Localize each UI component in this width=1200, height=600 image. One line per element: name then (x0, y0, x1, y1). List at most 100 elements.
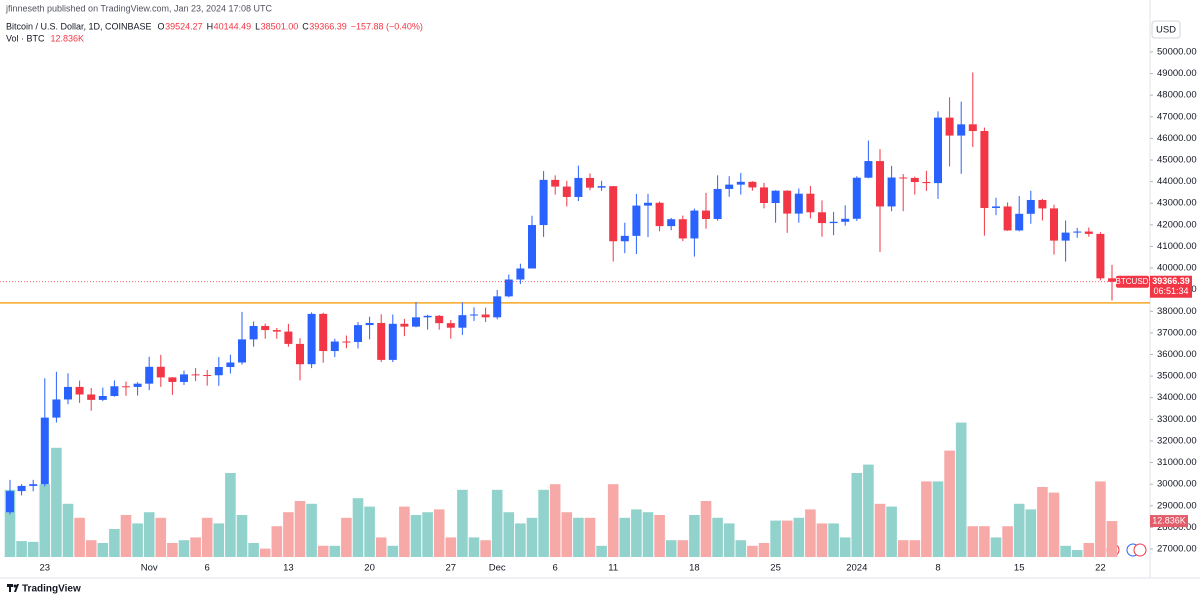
candle-body (945, 117, 954, 136)
volume-bar (213, 523, 225, 557)
candle-body (64, 386, 72, 400)
volume-bar (967, 526, 979, 557)
x-tick-label: 2024 (846, 563, 867, 574)
candle-body (29, 484, 38, 486)
candle-body (516, 268, 525, 280)
volume-bar (306, 503, 317, 557)
candle-body (539, 179, 548, 226)
candle-body (1096, 233, 1105, 279)
candle-body (98, 395, 107, 400)
candle-body (736, 181, 745, 185)
volume-bar (863, 464, 874, 557)
volume-bar (561, 512, 573, 557)
volume-bar (225, 473, 236, 557)
volume-bar (944, 450, 955, 557)
volume-bar (190, 537, 201, 557)
candle-body (330, 341, 339, 352)
volume-bar (631, 509, 642, 557)
candle-body (168, 377, 177, 382)
volume-bar (538, 489, 549, 557)
ohlc-value: 39524.27 (165, 21, 203, 31)
candle-body (261, 325, 270, 331)
candle-body (365, 322, 374, 326)
y-tick-label: 35000.00 (1157, 371, 1197, 382)
candle-body (6, 491, 14, 513)
y-tick-label: 49000.00 (1157, 68, 1197, 79)
candle-body (377, 322, 386, 360)
x-tick-label: 18 (689, 563, 700, 574)
publisher: jfinneseth published on TradingView.com,… (5, 3, 273, 13)
volume-bar (607, 484, 619, 557)
candle-body (794, 193, 803, 214)
volume-bar (816, 523, 828, 557)
volume-bar (491, 489, 503, 557)
candle-body (133, 383, 142, 387)
volume-value: 12.836K (51, 33, 85, 43)
candle-body (17, 485, 26, 492)
volume-bar (201, 517, 213, 557)
candle-body (551, 179, 560, 187)
volume-bar (979, 526, 990, 557)
candle-body (655, 202, 664, 227)
volume-bar (271, 526, 283, 557)
footer-brand[interactable]: TradingView (22, 584, 81, 595)
volume-bar (700, 501, 712, 557)
volume-bar (1002, 526, 1013, 557)
volume-bar (573, 517, 584, 557)
volume-bar (654, 515, 665, 557)
candle-body (1108, 278, 1116, 282)
change: −157.88 (−0.40%) (351, 21, 423, 31)
ohlc-value: 38501.00 (261, 21, 299, 31)
candle-body (760, 187, 768, 203)
candle-body (493, 296, 502, 318)
x-tick-label: 8 (935, 563, 940, 574)
volume-bar (480, 540, 491, 557)
volume-bar (1025, 509, 1037, 557)
candle-body (145, 366, 154, 384)
candle-body (818, 212, 826, 224)
volume-bar (433, 509, 445, 557)
candle-body (1073, 231, 1082, 233)
candle-body (238, 339, 246, 363)
ohlc-key: O (158, 21, 165, 31)
volume-bar (526, 517, 538, 557)
y-tick-label: 27000.00 (1157, 544, 1197, 555)
candle-body (852, 177, 861, 219)
x-tick-label: Nov (141, 563, 158, 574)
currency-box[interactable] (1151, 20, 1181, 39)
y-tick-label: 34000.00 (1157, 392, 1197, 403)
currency[interactable]: USD (1156, 25, 1176, 36)
volume-bar (921, 481, 932, 557)
candle-body (156, 366, 165, 378)
candle-body (644, 202, 652, 206)
volume-bar (1060, 545, 1071, 557)
volume-bar (596, 545, 607, 557)
volume-bar (259, 548, 271, 557)
candle-body (52, 399, 61, 418)
volume-bar (805, 509, 816, 557)
x-tick-label: 6 (205, 563, 210, 574)
footer-logo[interactable] (7, 584, 19, 592)
symbol: Bitcoin / U.S. Dollar, 1D, COINBASE (6, 21, 152, 31)
candle-body (968, 124, 977, 132)
volume-bar (445, 537, 457, 557)
legend: Bitcoin / U.S. Dollar, 1D, COINBASE O 3952… (6, 21, 423, 43)
candle-body (713, 188, 722, 219)
volume-bar (723, 523, 735, 557)
volume-bar (399, 506, 410, 557)
y-tick-label: 43000.00 (1157, 198, 1197, 209)
y-tick-label: 28000.00 (1157, 522, 1197, 533)
candle-body (864, 161, 873, 178)
y-tick-label: 38000.00 (1157, 306, 1197, 317)
y-tick-label: 31000.00 (1157, 457, 1197, 468)
volume-bar (1048, 492, 1060, 557)
volume-bar (27, 541, 39, 557)
volume-bar (51, 447, 62, 557)
candle-body (342, 341, 351, 343)
candle-body (922, 182, 931, 184)
y-tick-label: 46000.00 (1157, 133, 1197, 144)
volume-bar (1013, 503, 1025, 557)
volume-label-box (1150, 515, 1188, 528)
candle-body (910, 177, 919, 183)
volume-bar (317, 545, 329, 557)
